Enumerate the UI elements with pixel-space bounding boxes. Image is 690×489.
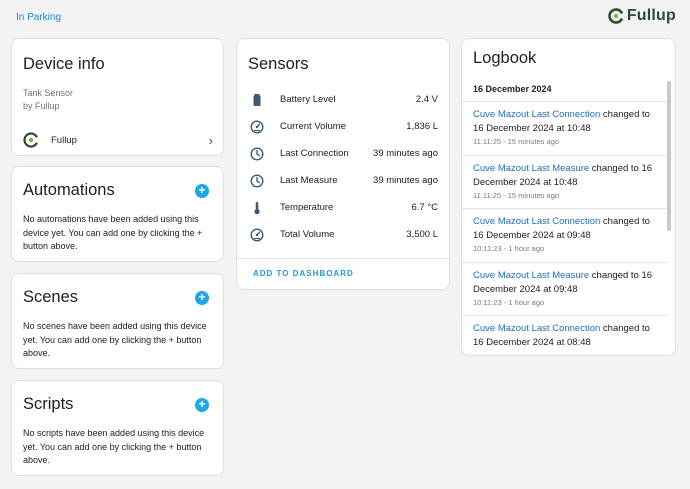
sensor-row-battery-level[interactable]: Battery Level 2.4 V [237,86,449,113]
plus-icon: + [198,183,206,197]
logbook-entry: Cuve Mazout Last Measure changed to 16 D… [462,261,668,316]
sensor-row-temperature[interactable]: Temperature 6.7 °C [237,194,449,221]
logbook-title: Logbook [473,49,537,67]
logbook-scrollbar-thumb[interactable] [667,81,671,231]
sensor-name: Battery Level [280,94,336,105]
integration-row-fullup[interactable]: Fullup › [23,129,213,151]
top-bar: In Parking Fullup [0,0,690,36]
logbook-date-header: 16 December 2024 [473,84,552,94]
thermometer-icon [250,201,264,215]
sensor-value: 3,500 L [406,229,438,240]
sensor-row-last-measure[interactable]: Last Measure 39 minutes ago [237,167,449,194]
sensor-name: Total Volume [280,229,335,240]
sensor-name: Current Volume [280,121,347,132]
logbook-message: changed to 16 December 2024 at 09:48 [473,269,653,295]
logbook-message: changed to 16 December 2024 at 09:48 [473,216,650,241]
sensor-row-total-volume[interactable]: Total Volume 3,500 L [237,221,449,248]
add-to-dashboard-button[interactable]: ADD TO DASHBOARD [253,269,354,278]
scenes-empty-text: No scenes have been added using this dev… [23,321,207,358]
logbook-card: Logbook 16 December 2024 Cuve Mazout Las… [461,38,676,356]
clock-icon [250,173,264,188]
sensor-value: 1,836 L [406,121,438,132]
logbook-entity-link[interactable]: Cuve Mazout Last Measure [473,162,590,174]
sensor-row-last-connection[interactable]: Last Connection 39 minutes ago [237,140,449,167]
gauge-icon [250,119,264,134]
logbook-message: changed to 16 December 2024 at 10:48 [473,162,653,188]
logbook-entry: Cuve Mazout Last Connection changed to 1… [462,101,668,155]
logbook-timestamp: 11:11:25 - 15 minutes ago [473,190,560,200]
scripts-card: Scripts + No scripts have been added usi… [11,380,224,476]
battery-icon [250,93,264,107]
device-model: Tank Sensor [23,88,74,98]
sensors-title: Sensors [248,55,309,73]
brand-logo: Fullup [608,7,676,25]
sensor-name: Last Measure [280,175,338,186]
automations-title: Automations [23,181,115,199]
plus-icon: + [198,397,206,411]
logbook-entry: Cuve Mazout Last Connection changed to 1… [462,208,668,262]
logbook-entity-link[interactable]: Cuve Mazout Last Connection [473,216,601,227]
logbook-scrollbar[interactable] [667,81,671,353]
logbook-message: changed to 16 December 2024 at 10:48 [473,109,650,134]
device-manufacturer-by: by Fullup [23,101,60,111]
add-automation-button[interactable]: + [195,184,209,198]
logbook-entry: Cuve Mazout Last Measure changed to 16 D… [462,154,668,209]
gauge-icon [250,227,264,242]
automations-card: Automations + No automations have been a… [11,166,224,262]
brand-name: Fullup [626,7,676,24]
logbook-list: Cuve Mazout Last Connection changed to 1… [462,101,668,355]
logbook-timestamp: 11:11:25 - 15 minutes ago [473,137,560,146]
logbook-entity-link[interactable]: Cuve Mazout Last Connection [473,109,601,120]
device-model-info: Tank Sensor by Fullup [23,87,73,113]
scenes-title: Scenes [23,288,79,306]
add-script-button[interactable]: + [195,398,209,412]
logbook-entry: Cuve Mazout Last Connection changed to 1… [462,315,668,355]
chevron-right-icon: › [208,132,213,148]
sensor-list: Battery Level 2.4 V Current Volume 1,836… [237,86,449,248]
scripts-title: Scripts [23,395,74,413]
logbook-timestamp: 10:11:23 - 1 hour ago [473,297,545,307]
sensor-name: Last Connection [280,148,349,159]
logbook-entity-link[interactable]: Cuve Mazout Last Measure [473,269,590,281]
sensor-value: 2.4 V [415,94,438,105]
scenes-card: Scenes + No scenes have been added using… [11,273,224,369]
plus-icon: + [198,290,206,304]
breadcrumb-area-link[interactable]: In Parking [16,12,62,23]
integration-label: Fullup [51,134,77,146]
logbook-entity-link[interactable]: Cuve Mazout Last Connection [473,323,601,334]
device-info-title: Device info [23,55,105,73]
clock-icon [250,146,264,161]
logbook-message: changed to 16 December 2024 at 08:48 [473,323,650,348]
add-scene-button[interactable]: + [195,291,209,305]
device-info-card: Device info Tank Sensor by Fullup Fullup… [11,38,224,156]
sensors-card: Sensors Battery Level 2.4 V Current Volu… [236,38,450,290]
fullup-logo-icon [23,132,38,148]
sensor-row-current-volume[interactable]: Current Volume 1,836 L [237,113,449,140]
sensor-value: 39 minutes ago [373,148,438,159]
sensor-value: 6.7 °C [411,202,438,213]
sensor-value: 39 minutes ago [373,175,438,186]
fullup-logo-icon [608,8,623,24]
divider [237,258,449,259]
automations-empty-text: No automations have been added using thi… [23,214,203,251]
sensor-name: Temperature [280,202,334,213]
scripts-empty-text: No scripts have been added using this de… [23,428,205,465]
logbook-timestamp: 10:11:23 - 1 hour ago [473,244,545,253]
